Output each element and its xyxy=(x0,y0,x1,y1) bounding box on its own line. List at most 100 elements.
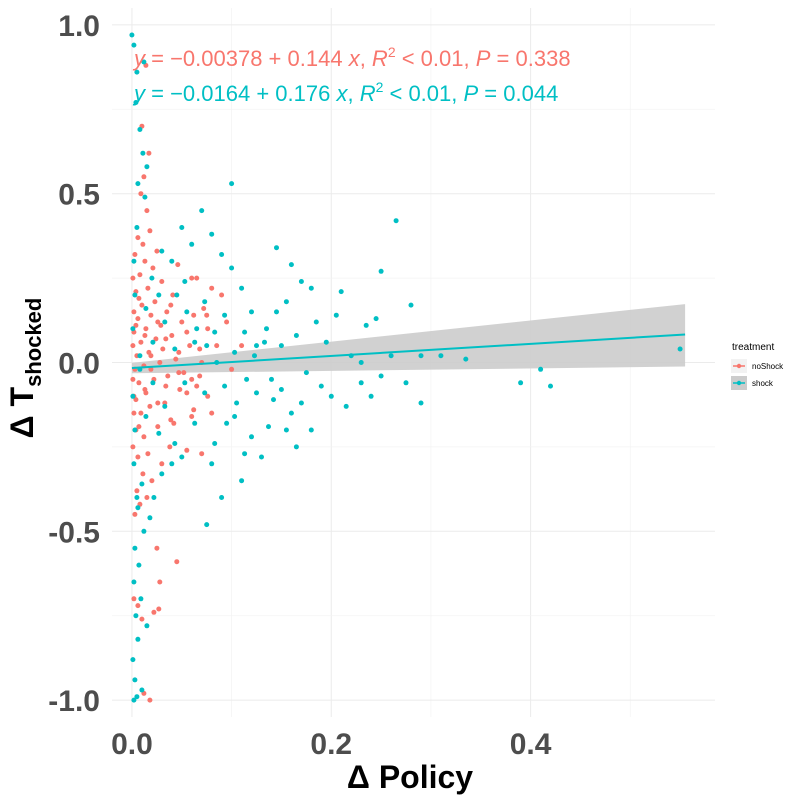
regression-line xyxy=(131,333,686,370)
data-point xyxy=(171,420,177,426)
data-point xyxy=(159,248,165,254)
data-point xyxy=(328,393,334,399)
data-point xyxy=(132,427,138,433)
data-point xyxy=(205,393,211,399)
data-point xyxy=(254,343,259,349)
data-point xyxy=(224,420,230,426)
data-point xyxy=(137,272,143,278)
data-point xyxy=(288,410,294,416)
data-point xyxy=(140,471,146,477)
data-point xyxy=(234,400,240,406)
data-point xyxy=(179,454,185,460)
data-point xyxy=(239,343,245,349)
data-point xyxy=(194,383,200,389)
data-point xyxy=(177,387,183,392)
data-point xyxy=(155,424,161,430)
data-point xyxy=(318,383,324,389)
data-point xyxy=(148,366,154,372)
data-point xyxy=(137,127,143,132)
data-point xyxy=(283,427,289,433)
regression-equation-noshock: y = −0.00378 + 0.144 x, R2 < 0.01, P = 0… xyxy=(132,44,571,71)
data-point xyxy=(143,414,149,419)
data-point xyxy=(172,346,178,352)
data-point xyxy=(134,488,140,494)
data-point xyxy=(145,451,151,457)
data-point xyxy=(132,252,138,257)
data-point xyxy=(313,319,319,325)
data-point xyxy=(153,336,159,342)
data-point xyxy=(156,292,162,298)
data-point xyxy=(202,299,208,305)
data-point xyxy=(184,390,190,396)
data-point xyxy=(232,414,238,419)
data-point xyxy=(242,329,248,335)
data-point xyxy=(132,511,138,517)
data-point xyxy=(204,343,210,349)
data-point xyxy=(373,316,379,322)
data-point xyxy=(144,164,150,170)
data-point xyxy=(202,390,208,396)
data-point xyxy=(149,478,155,484)
data-point xyxy=(388,353,394,359)
data-point xyxy=(229,181,235,187)
data-point xyxy=(403,380,409,386)
data-point xyxy=(192,339,198,345)
data-point xyxy=(156,430,162,436)
data-point xyxy=(144,495,150,500)
confidence-band xyxy=(131,304,686,374)
y-tick-label: 0.5 xyxy=(58,179,100,212)
data-point xyxy=(274,309,279,315)
data-point xyxy=(209,461,215,467)
data-point xyxy=(259,454,264,460)
data-point xyxy=(145,285,151,291)
data-point xyxy=(173,356,179,362)
data-point xyxy=(147,515,153,521)
data-point xyxy=(209,231,215,237)
data-point xyxy=(147,228,153,234)
legend: treatment noShock shock xyxy=(731,342,784,390)
data-point xyxy=(176,370,182,376)
data-point xyxy=(338,289,344,295)
data-point xyxy=(252,353,257,359)
data-point xyxy=(197,373,203,379)
data-point xyxy=(130,275,136,281)
x-tick-label: 0.4 xyxy=(510,728,552,761)
data-point xyxy=(184,447,190,453)
data-point xyxy=(134,495,140,500)
data-point xyxy=(142,194,148,200)
data-point xyxy=(278,343,284,349)
data-point xyxy=(140,241,146,247)
data-point xyxy=(182,380,188,386)
y-tick-label: 0.0 xyxy=(58,348,100,381)
data-point xyxy=(131,309,137,315)
data-point xyxy=(131,410,137,416)
data-point xyxy=(187,343,193,349)
data-point xyxy=(271,397,276,403)
data-point xyxy=(135,505,141,511)
data-point xyxy=(229,265,235,271)
data-point xyxy=(129,32,135,38)
data-point xyxy=(135,316,141,322)
x-axis-title: Δ Policy xyxy=(347,759,473,795)
data-point xyxy=(139,687,145,693)
data-point xyxy=(162,403,168,409)
data-point xyxy=(418,400,424,406)
data-point xyxy=(149,275,155,281)
data-point xyxy=(393,218,399,224)
y-tick-label: 1.0 xyxy=(58,10,100,43)
data-point xyxy=(288,262,294,268)
data-point xyxy=(249,434,254,440)
data-point xyxy=(438,353,444,359)
data-point xyxy=(283,299,289,305)
data-point xyxy=(141,59,147,65)
data-point xyxy=(224,319,230,325)
data-point xyxy=(134,694,140,700)
data-point xyxy=(358,380,364,386)
data-point xyxy=(303,370,309,376)
data-point xyxy=(191,312,197,318)
data-point xyxy=(168,302,174,308)
data-point xyxy=(151,495,157,500)
data-point xyxy=(298,400,304,406)
data-point xyxy=(222,312,228,318)
data-point xyxy=(139,481,145,487)
